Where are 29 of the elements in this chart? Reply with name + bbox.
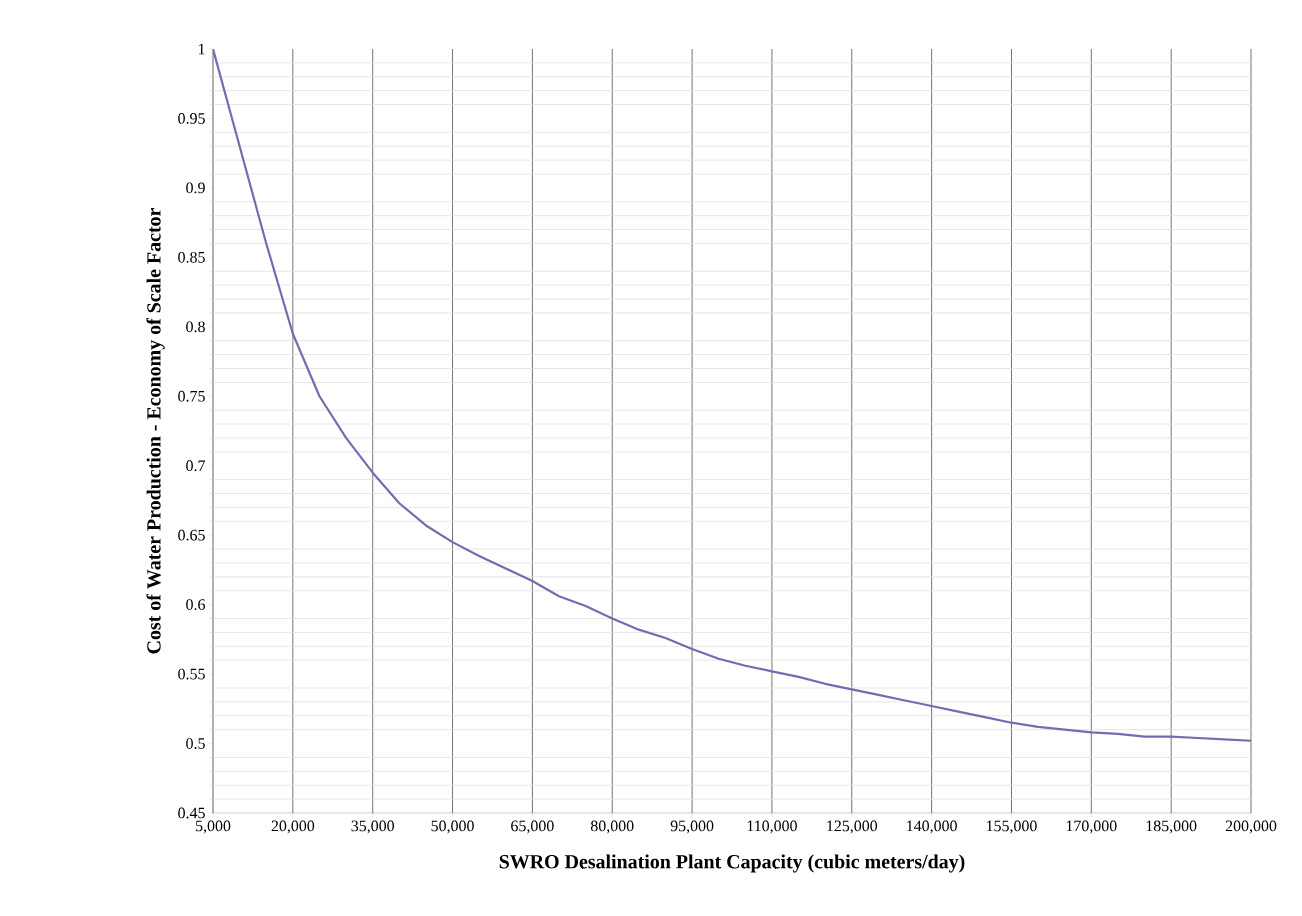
y-tick-label: 0.65 [178, 529, 205, 541]
y-tick-label: 0.9 [186, 182, 205, 194]
x-tick-label: 185,000 [1146, 820, 1197, 834]
line-series [213, 49, 1252, 742]
x-axis-title: SWRO Desalination Plant Capacity (cubic meters/day) [499, 854, 965, 873]
x-tick-label: 140,000 [907, 820, 957, 834]
y-tick-label: 0.75 [178, 390, 205, 402]
y-tick-label: 0.8 [186, 321, 205, 333]
y-tick-label: 0.5 [186, 738, 205, 749]
y-tick-label: 0.7 [186, 460, 206, 472]
y-tick-label: 1 [198, 43, 205, 55]
x-tick-label: 35,000 [351, 820, 394, 834]
y-tick-label: 0.85 [178, 251, 205, 263]
x-tick-label: 155,000 [986, 820, 1037, 834]
x-tick-label: 20,000 [271, 820, 315, 834]
y-tick-label: 0.55 [178, 668, 205, 680]
x-tick-label: 5,000 [195, 820, 231, 834]
x-tick-label: 170,000 [1066, 820, 1117, 834]
x-tick-label: 200,000 [1225, 820, 1277, 834]
x-tick-label: 110,000 [747, 820, 797, 834]
y-tick-label: 0.95 [178, 113, 205, 124]
y-tick-label: 0.6 [186, 599, 206, 611]
x-tick-label: 65,000 [511, 820, 554, 834]
y-axis-title: Cost of Water Production - Economy of Scale Factor [146, 208, 165, 654]
x-tick-label: 125,000 [827, 820, 878, 834]
x-tick-label: 50,000 [431, 820, 474, 834]
x-tick-label: 80,000 [590, 820, 634, 834]
x-tick-label: 95,000 [670, 820, 714, 834]
y-tick-label: 0.45 [178, 807, 205, 819]
